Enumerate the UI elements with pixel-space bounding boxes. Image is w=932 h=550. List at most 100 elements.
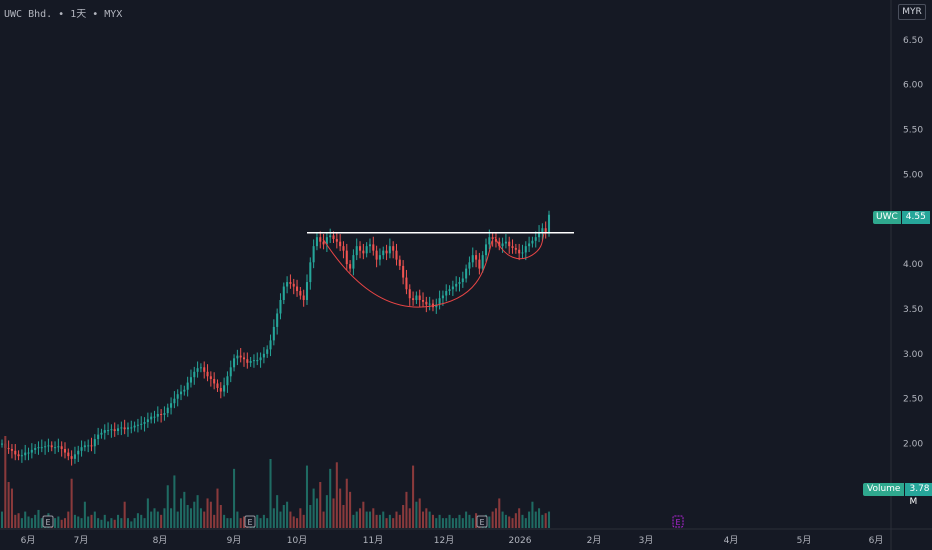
candle-body[interactable]	[150, 416, 153, 420]
candle-body[interactable]	[229, 367, 232, 377]
candle-body[interactable]	[262, 353, 265, 358]
candle-body[interactable]	[388, 246, 391, 254]
candle-body[interactable]	[471, 255, 474, 263]
candle-body[interactable]	[484, 244, 488, 256]
candle-body[interactable]	[504, 241, 507, 244]
candle-body[interactable]	[223, 385, 226, 392]
candle-body[interactable]	[110, 429, 113, 431]
candle-body[interactable]	[189, 377, 192, 383]
candle-body[interactable]	[143, 422, 146, 424]
candle-body[interactable]	[130, 427, 133, 429]
candle-body[interactable]	[345, 250, 348, 265]
future-earnings-marker[interactable]	[672, 515, 684, 528]
candle-body[interactable]	[528, 243, 531, 247]
candle-body[interactable]	[481, 255, 484, 269]
candle-body[interactable]	[140, 423, 143, 425]
candle-body[interactable]	[292, 283, 295, 287]
candle-body[interactable]	[445, 291, 448, 296]
candle-body[interactable]	[547, 214, 551, 233]
candle-body[interactable]	[342, 246, 345, 251]
candle-body[interactable]	[239, 355, 242, 358]
candle-body[interactable]	[276, 313, 279, 327]
candle-body[interactable]	[385, 250, 388, 254]
candle-body[interactable]	[47, 445, 50, 447]
candle-body[interactable]	[451, 286, 454, 290]
candle-body[interactable]	[136, 424, 139, 426]
candle-body[interactable]	[203, 367, 206, 372]
candle-body[interactable]	[259, 357, 262, 361]
candle-body[interactable]	[508, 241, 511, 247]
candle-body[interactable]	[176, 394, 179, 399]
candle-body[interactable]	[329, 235, 332, 238]
candle-body[interactable]	[299, 291, 302, 296]
currency-button[interactable]: MYR	[898, 4, 926, 20]
candle-body[interactable]	[209, 376, 212, 379]
candle-body[interactable]	[77, 450, 80, 455]
candle-body[interactable]	[226, 376, 229, 386]
candle-body[interactable]	[392, 246, 395, 251]
candle-body[interactable]	[382, 250, 385, 256]
candle-body[interactable]	[402, 265, 405, 278]
cup-pattern-curve[interactable]	[322, 238, 493, 308]
candle-body[interactable]	[242, 357, 246, 360]
candle-body[interactable]	[448, 289, 451, 292]
candle-body[interactable]	[60, 446, 63, 449]
candle-body[interactable]	[100, 432, 103, 435]
candle-body[interactable]	[70, 456, 73, 459]
candle-body[interactable]	[286, 282, 289, 287]
candle-body[interactable]	[491, 237, 494, 239]
candle-body[interactable]	[501, 243, 504, 247]
candle-body[interactable]	[170, 403, 173, 408]
candle-body[interactable]	[256, 360, 259, 362]
candle-body[interactable]	[408, 289, 411, 299]
candle-body[interactable]	[160, 413, 163, 415]
candle-body[interactable]	[319, 237, 322, 242]
candle-body[interactable]	[309, 262, 312, 283]
candle-body[interactable]	[421, 300, 425, 302]
candle-body[interactable]	[375, 250, 378, 260]
candle-body[interactable]	[54, 447, 57, 449]
candle-body[interactable]	[146, 419, 149, 423]
candle-body[interactable]	[531, 240, 534, 244]
candle-body[interactable]	[372, 244, 375, 251]
candle-body[interactable]	[63, 448, 67, 453]
candle-body[interactable]	[24, 452, 27, 456]
candle-body[interactable]	[518, 249, 521, 254]
candle-body[interactable]	[156, 413, 159, 417]
candle-body[interactable]	[20, 455, 23, 457]
candle-body[interactable]	[465, 268, 468, 279]
candle-body[interactable]	[206, 371, 209, 377]
candle-body[interactable]	[355, 246, 358, 256]
candle-body[interactable]	[289, 282, 292, 284]
candle-body[interactable]	[368, 244, 372, 247]
candle-body[interactable]	[246, 359, 249, 363]
candle-body[interactable]	[186, 382, 189, 390]
candle-body[interactable]	[332, 235, 335, 239]
candle-body[interactable]	[40, 447, 43, 449]
candle-body[interactable]	[97, 434, 100, 440]
candle-body[interactable]	[296, 286, 299, 292]
candle-body[interactable]	[305, 282, 309, 301]
candle-body[interactable]	[103, 430, 106, 433]
candle-body[interactable]	[199, 367, 202, 369]
candle-body[interactable]	[282, 286, 285, 301]
candle-body[interactable]	[534, 237, 537, 241]
candle-body[interactable]	[302, 295, 305, 301]
candle-body[interactable]	[475, 255, 478, 260]
candle-body[interactable]	[67, 452, 70, 457]
candle-body[interactable]	[438, 298, 441, 305]
candle-body[interactable]	[193, 371, 196, 378]
candle-body[interactable]	[266, 349, 269, 354]
candle-body[interactable]	[93, 439, 96, 447]
candle-body[interactable]	[166, 407, 169, 414]
candle-body[interactable]	[179, 391, 183, 395]
candle-body[interactable]	[455, 283, 458, 287]
candle-body[interactable]	[252, 360, 255, 362]
candle-body[interactable]	[435, 304, 438, 308]
candle-body[interactable]	[117, 428, 120, 432]
candle-body[interactable]	[173, 398, 176, 404]
candle-body[interactable]	[488, 237, 491, 245]
candle-body[interactable]	[90, 445, 93, 447]
candle-body[interactable]	[87, 445, 90, 447]
candle-body[interactable]	[163, 413, 166, 415]
